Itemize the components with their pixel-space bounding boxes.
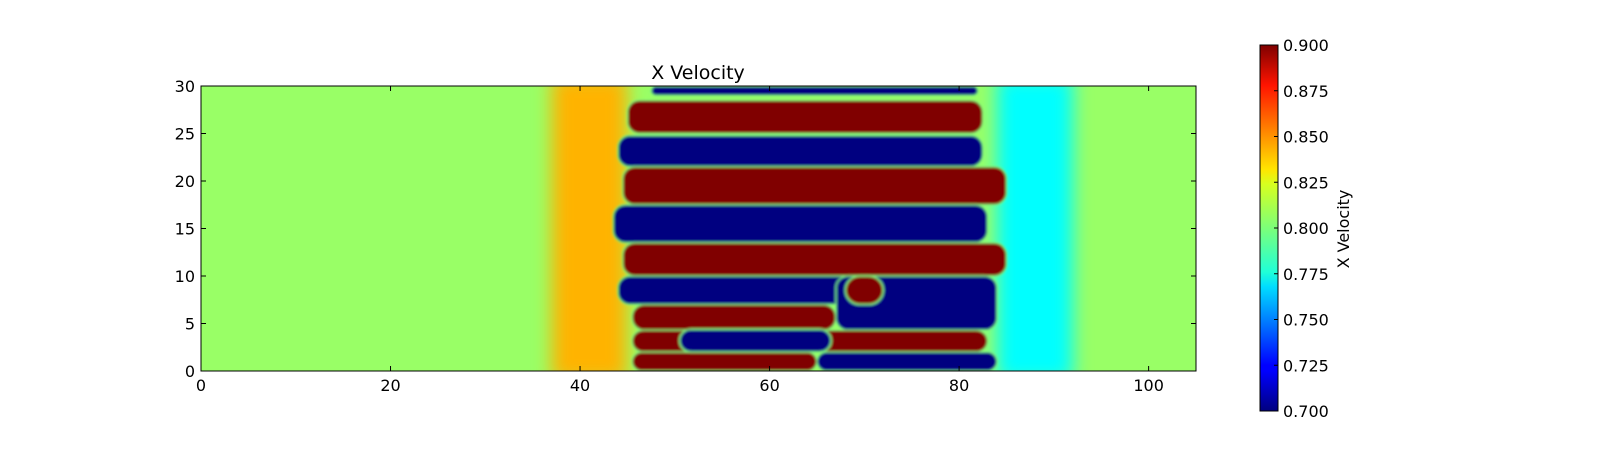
colorbar-tick-label: 0.775 xyxy=(1283,265,1329,284)
heatmap-band xyxy=(622,242,1008,277)
y-tick-label: 0 xyxy=(185,362,195,381)
heatmap-band xyxy=(622,166,1008,206)
colorbar-tick-label: 0.725 xyxy=(1283,356,1329,375)
heatmap-band xyxy=(626,99,984,135)
heatmap-blob xyxy=(678,328,832,353)
y-tick-label: 15 xyxy=(175,220,195,239)
x-tick-label: 40 xyxy=(570,376,590,395)
heatmap-band xyxy=(631,351,818,371)
x-tick-label: 0 xyxy=(196,376,206,395)
colorbar-tick-label: 0.850 xyxy=(1283,128,1329,147)
y-tick-label: 5 xyxy=(185,315,195,334)
y-tick-label: 25 xyxy=(175,125,195,144)
colorbar-tick-label: 0.875 xyxy=(1283,82,1329,101)
heatmap-band xyxy=(816,351,998,371)
x-tick-label: 100 xyxy=(1133,376,1164,395)
heatmap-glow-right xyxy=(997,86,1073,371)
chart-title: X Velocity xyxy=(651,62,745,84)
x-tick-label: 80 xyxy=(949,376,969,395)
y-axis: 0 5 10 15 20 25 30 xyxy=(175,77,1196,381)
heatmap-blob xyxy=(844,275,885,306)
colorbar-label: X Velocity xyxy=(1334,190,1353,269)
colorbar-tick-label: 0.750 xyxy=(1283,311,1329,330)
x-tick-label: 60 xyxy=(759,376,779,395)
colorbar-tick-label: 0.825 xyxy=(1283,173,1329,192)
colorbar-ticks: 0.700 0.725 0.750 0.775 0.800 0.825 0.850 0.875… xyxy=(1274,36,1329,421)
heatmap-band xyxy=(631,303,837,331)
heatmap-field xyxy=(201,86,1196,371)
y-tick-label: 20 xyxy=(175,172,195,191)
y-tick-label: 10 xyxy=(175,267,195,286)
heatmap-band xyxy=(617,134,984,168)
colorbar-tick-label: 0.700 xyxy=(1283,402,1329,421)
colorbar-tick-label: 0.900 xyxy=(1283,36,1329,55)
x-tick-label: 20 xyxy=(380,376,400,395)
heatmap-band xyxy=(650,86,979,97)
colorbar: 0.700 0.725 0.750 0.775 0.800 0.825 0.850 0.875… xyxy=(1259,36,1353,421)
plot-area: 0 20 40 60 80 100 0 5 10 15 20 25 30 xyxy=(175,77,1197,395)
x-axis: 0 20 40 60 80 100 xyxy=(196,86,1164,395)
heatmap-band xyxy=(612,204,989,244)
y-tick-label: 30 xyxy=(175,77,195,96)
colorbar-tick-label: 0.800 xyxy=(1283,219,1329,238)
heatmap-bands-layer xyxy=(612,86,1008,371)
